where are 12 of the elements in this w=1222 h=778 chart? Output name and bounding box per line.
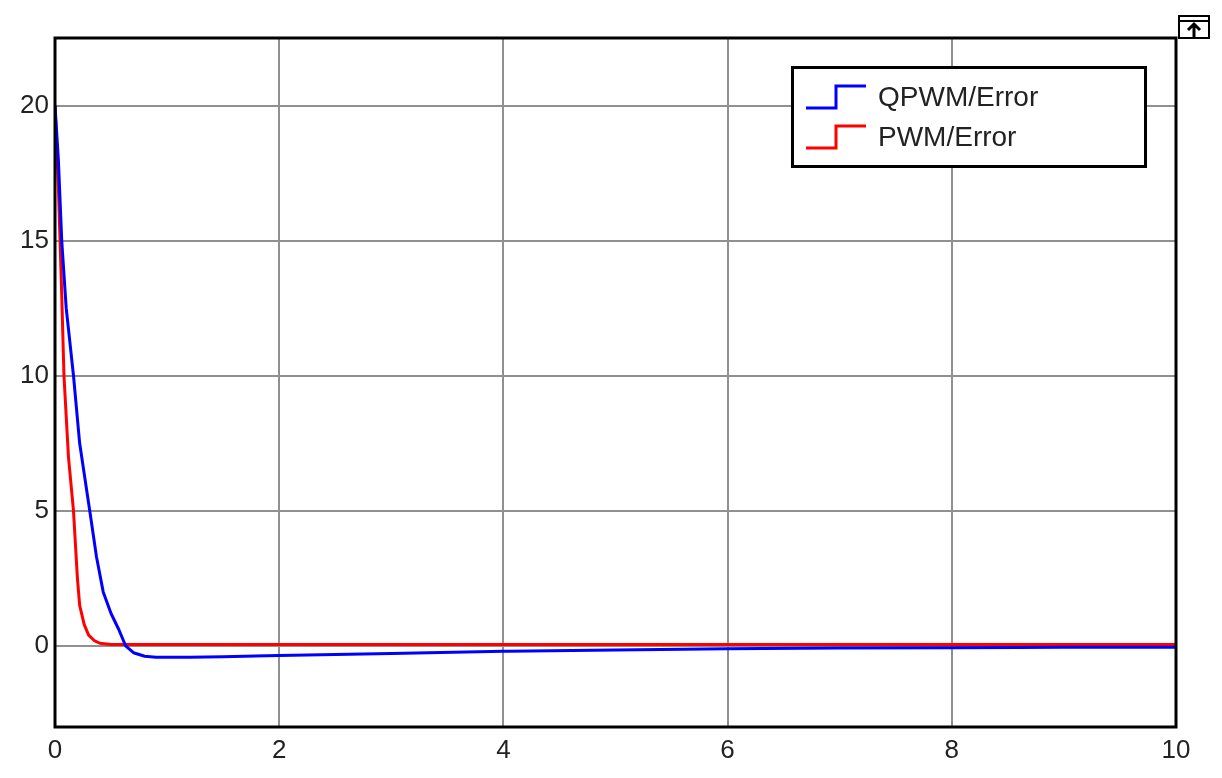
x-tick-label: 6: [720, 733, 735, 764]
legend-label: QPWM/Error: [878, 81, 1039, 113]
y-tick-label: 15: [20, 223, 49, 254]
x-tick-label: 4: [496, 733, 511, 764]
x-tick-label: 10: [1161, 733, 1191, 764]
y-tick-label: 0: [34, 629, 49, 660]
y-tick-label: 10: [20, 358, 49, 389]
x-tick-label: 2: [271, 733, 287, 764]
y-tick-label: 20: [20, 88, 49, 119]
legend-label: PWM/Error: [878, 121, 1017, 153]
y-tick-label: 5: [34, 494, 49, 525]
x-tick-label: 8: [944, 733, 960, 764]
